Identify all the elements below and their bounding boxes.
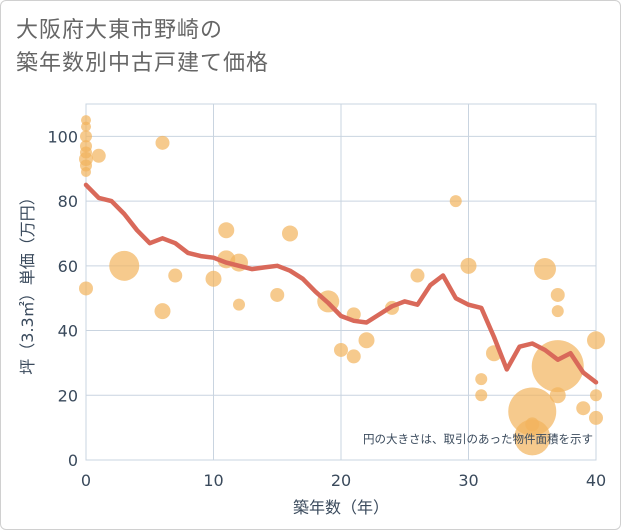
y-tick-label: 80 [58,192,78,211]
axes: 0 10 20 30 40 0 20 40 60 80 100 [47,127,606,490]
data-point [81,166,91,177]
chart-title: 大阪府大東市野崎の 築年数別中古戸建て価格 [16,14,269,80]
y-tick-label: 40 [58,322,78,341]
data-point [576,401,591,416]
data-point [218,222,235,239]
data-point [91,148,106,163]
data-point [410,268,425,283]
title-line-2: 築年数別中古戸建て価格 [16,51,270,76]
x-tick-label: 30 [458,471,478,490]
y-tick-label: 0 [68,451,78,470]
y-axis-title: 坪（3.3㎡）単価（万円） [18,189,37,374]
data-point [358,332,375,349]
data-point [154,303,171,320]
data-point [514,419,551,456]
bubble-size-note: 円の大きさは、取引のあった物件面積を示す [363,432,593,446]
x-tick-label: 40 [586,471,606,490]
data-point [475,389,488,402]
y-tick-label: 60 [58,257,78,276]
data-point [233,298,245,311]
data-point [549,387,566,404]
data-point [205,270,222,287]
bubble-series [79,115,605,456]
data-point [334,342,348,357]
data-point [109,250,140,281]
data-point [590,389,602,402]
data-point [449,195,462,208]
title-line-1: 大阪府大東市野崎の [16,18,224,43]
x-tick-label: 20 [331,471,351,490]
data-point [589,410,603,425]
data-point [534,258,556,281]
data-point [587,331,605,350]
data-point [79,281,93,296]
data-point [270,287,285,302]
y-tick-label: 20 [58,386,78,405]
data-point [81,121,91,132]
data-point [550,287,565,302]
x-axis-title: 築年数（年） [293,498,389,517]
trend-line [83,182,599,385]
data-point [508,387,557,436]
data-point [551,305,564,318]
data-point [475,373,488,386]
data-point [460,257,477,274]
x-tick-label: 0 [81,471,91,490]
data-point [346,349,361,364]
x-tick-label: 10 [203,471,223,490]
data-point [282,225,298,242]
y-tick-label: 100 [47,127,78,146]
trend-line-series [83,182,599,385]
data-point [155,135,170,150]
data-point [80,130,92,143]
data-point [168,268,183,283]
